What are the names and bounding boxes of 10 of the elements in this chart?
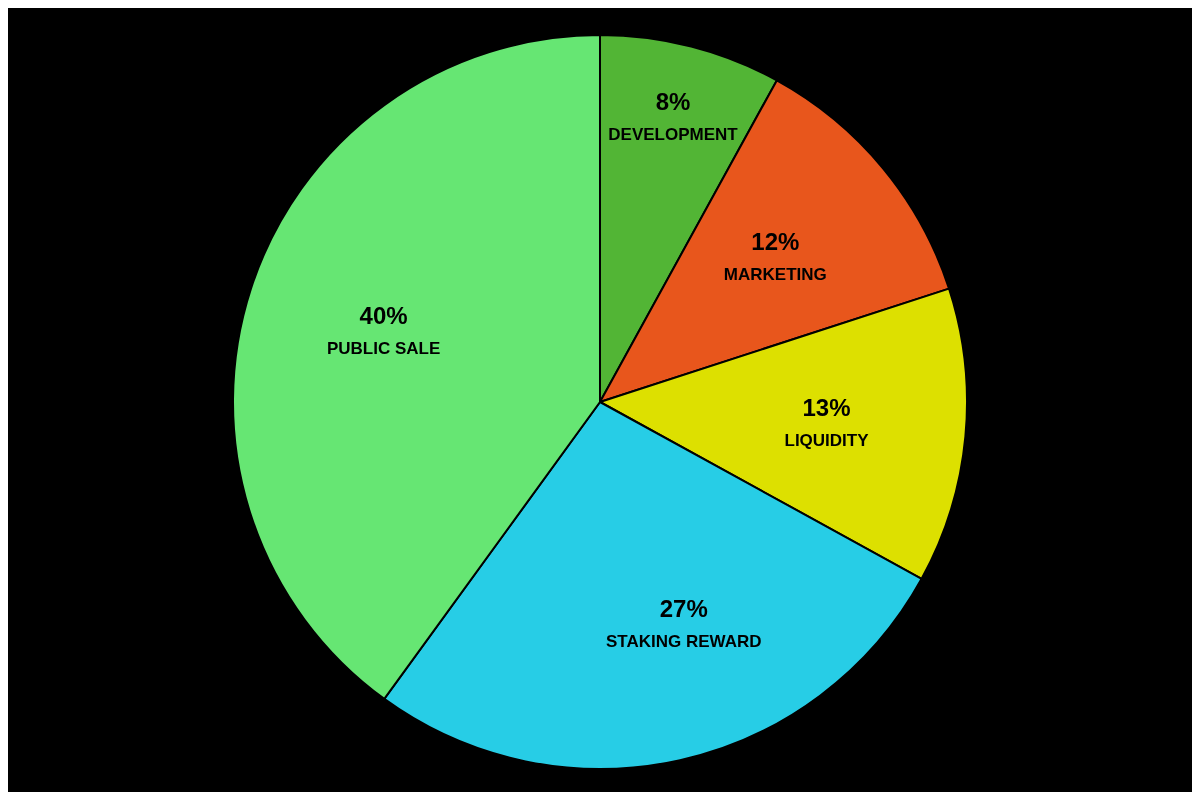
slice-label: STAKING REWARD	[606, 631, 762, 651]
slice-label: DEVELOPMENT	[608, 125, 739, 145]
data-label: 8%	[655, 88, 691, 116]
slice-label: MARKETING	[723, 264, 827, 284]
data-label: 40%	[359, 302, 408, 330]
data-label: 27%	[659, 594, 708, 622]
data-label: 12%	[751, 227, 800, 255]
data-label: 13%	[802, 394, 851, 422]
slice-label: PUBLIC SALE	[326, 339, 441, 359]
slice-label: LIQUIDITY	[784, 431, 870, 451]
